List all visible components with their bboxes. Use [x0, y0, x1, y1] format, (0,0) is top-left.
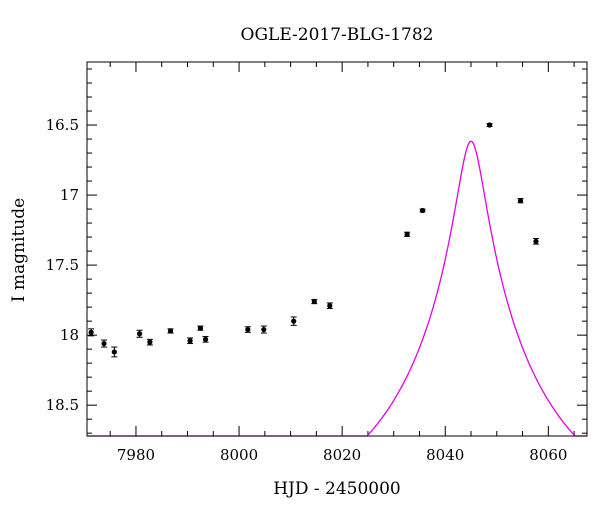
data-point: [419, 207, 426, 214]
axis-ticks: [87, 62, 587, 436]
y-tick-label: 18.5: [46, 396, 79, 414]
x-axis-label: HJD - 2450000: [273, 479, 401, 499]
y-tick-label: 18: [60, 326, 79, 344]
data-point: [101, 340, 107, 347]
data-point: [167, 328, 174, 334]
data-point: [486, 122, 493, 128]
data-point: [327, 303, 333, 309]
chart-title: OGLE-2017-BLG-1782: [241, 25, 434, 45]
data-point: [404, 231, 410, 237]
data-point: [197, 325, 204, 331]
tick-labels: 7980 8000 8020 8040 8060 16.5 17 17.5 18 18.5: [46, 116, 568, 464]
data-point: [311, 298, 317, 305]
plot-frame: [86, 61, 588, 437]
x-tick-label: 8020: [323, 446, 361, 464]
y-tick-label: 17: [60, 186, 79, 204]
data-point: [261, 326, 267, 333]
data-point: [202, 336, 209, 342]
data-points: [88, 122, 539, 358]
data-point: [245, 326, 251, 333]
data-point: [88, 329, 94, 335]
data-point: [187, 338, 193, 344]
x-tick-label: 7980: [117, 446, 155, 464]
data-point: [291, 318, 297, 324]
data-point: [111, 349, 117, 355]
data-point: [533, 238, 539, 244]
data-point: [136, 331, 143, 337]
x-tick-label: 8040: [426, 446, 464, 464]
model-fit-curve: [87, 140, 587, 437]
y-axis-label: I magnitude: [9, 198, 29, 302]
y-tick-label: 17.5: [46, 256, 79, 274]
x-tick-label: 8060: [529, 446, 567, 464]
y-tick-label: 16.5: [46, 116, 79, 134]
x-tick-label: 8000: [220, 446, 258, 464]
data-point: [517, 198, 524, 204]
data-point: [147, 339, 153, 345]
